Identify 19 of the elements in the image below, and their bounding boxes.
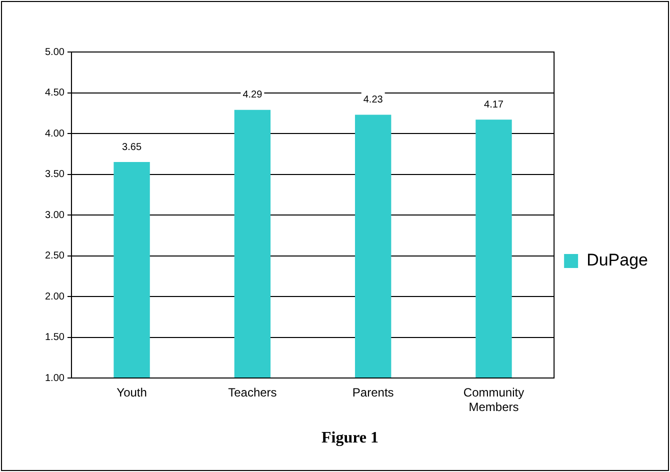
x-tick-label: Youth: [116, 386, 147, 400]
y-tick-label: 3.00: [44, 210, 65, 221]
y-tick-label: 5.00: [44, 46, 65, 58]
y-tick-label: 2.00: [44, 291, 65, 302]
y-tick-label: 1.50: [44, 332, 65, 343]
y-tick-label: 1.00: [44, 372, 65, 384]
x-tick-label: Community Members: [463, 386, 524, 414]
y-tick-label: 3.50: [44, 169, 65, 180]
x-tick-label: Parents: [352, 386, 394, 400]
data-label: 4.29: [242, 90, 263, 101]
text: Figure 1: [321, 430, 379, 447]
data-label: 4.17: [484, 99, 504, 110]
y-tick-label: 4.00: [44, 128, 65, 140]
legend-label: DuPage: [586, 250, 648, 270]
data-label: 4.23: [363, 94, 384, 106]
y-tick-label: 4.50: [44, 88, 65, 98]
data-label: 3.65: [122, 142, 142, 153]
x-tick-label: Teachers: [228, 386, 277, 400]
y-tick-label: 2.50: [44, 250, 65, 262]
